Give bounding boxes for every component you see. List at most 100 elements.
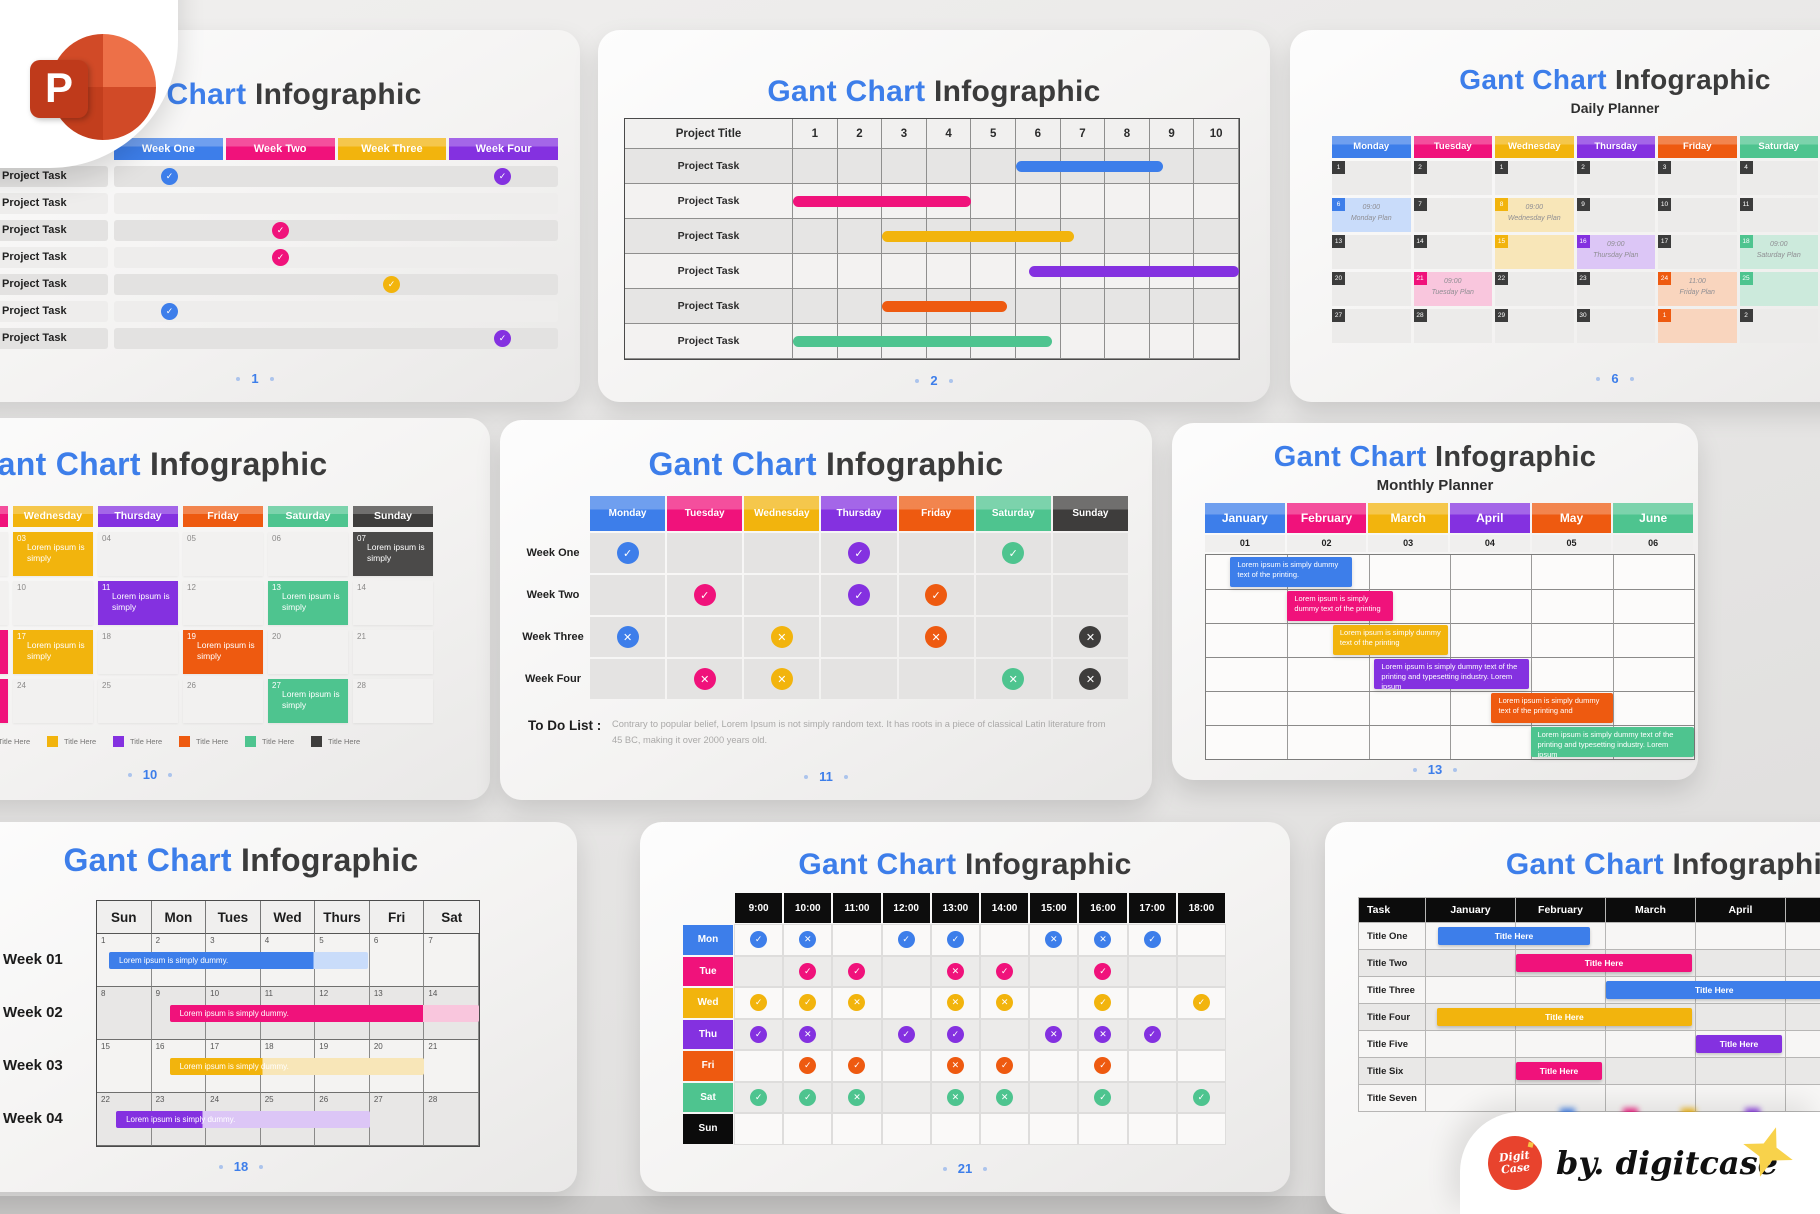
pager-dot xyxy=(843,774,848,779)
corner-header: Project Title xyxy=(625,119,793,149)
column-header: Thurs xyxy=(315,901,370,934)
grid-cell xyxy=(837,254,883,289)
check-icon: ✓ xyxy=(1143,1025,1161,1043)
week-label: Week 04 xyxy=(3,1110,63,1127)
calendar-cell: 03 Lorem ipsum is simply xyxy=(13,532,93,576)
legend-swatch xyxy=(245,736,256,747)
month-number: 06 xyxy=(1613,535,1693,552)
day-row-label: Sat xyxy=(683,1082,733,1112)
matrix-cell: ✓ xyxy=(783,1081,833,1113)
slide-title-accent: Gant Chart xyxy=(648,446,817,482)
time-header: 12:00 xyxy=(882,893,930,923)
pager-dot xyxy=(1596,376,1601,381)
matrix-cell: ✓ xyxy=(832,955,882,987)
slide-title: Gant Chart Infographic xyxy=(1290,64,1820,96)
check-icon: ✓ xyxy=(799,962,817,980)
slide-title-accent: Gant Chart xyxy=(767,75,926,108)
matrix-cell: ✓ xyxy=(1127,924,1177,956)
matrix-cell: ✕ xyxy=(979,987,1030,1019)
task-row-label: Project Task xyxy=(625,219,793,254)
slide-title-rest: Infographic xyxy=(246,78,422,111)
task-label: Title Six xyxy=(1359,1058,1425,1084)
event-text: Lorem ipsum is simply xyxy=(367,542,425,564)
legend-label: Title Here xyxy=(0,737,31,746)
calendar-cell: 05 xyxy=(183,532,263,576)
x-icon: ✕ xyxy=(616,626,639,648)
check-icon: ✓ xyxy=(996,962,1014,980)
x-icon: ✕ xyxy=(693,668,716,690)
x-icon: ✕ xyxy=(770,668,793,690)
day-row-label: Mon xyxy=(683,925,733,955)
page-indicator: 1 xyxy=(0,371,580,386)
gantt-bar: Lorem ipsum is simply dummy text of the … xyxy=(1491,693,1613,723)
matrix-cell: ✓ xyxy=(1127,1018,1177,1050)
partial-calendar-cell xyxy=(0,630,8,674)
task-gantt-table: TaskJanuaryFebruaryMarchAprilMay Title On… xyxy=(1358,897,1820,1112)
matrix-cell xyxy=(1127,955,1177,987)
grid-cell xyxy=(1516,977,1605,1003)
month-header-row: January February March April May June 01 02 03 04… xyxy=(1205,503,1693,552)
check-icon: ✓ xyxy=(750,1088,768,1106)
planner-table: Monday Tuesday Wednesday Thursday Friday Satu… xyxy=(1332,136,1818,343)
event-time: 09:00 xyxy=(1769,241,1788,248)
x-icon: ✕ xyxy=(996,994,1014,1012)
column-header: 9 xyxy=(1149,119,1195,149)
matrix-cell: ✓ xyxy=(1078,987,1128,1019)
grid-cell xyxy=(1786,1085,1820,1111)
x-icon: ✕ xyxy=(1045,931,1063,949)
task-label: Title Seven xyxy=(1359,1085,1425,1111)
calendar-cell: 14 xyxy=(353,581,433,625)
slide-title-accent: Gant Chart xyxy=(1273,441,1427,473)
calendar-cell: 24 xyxy=(13,679,93,723)
matrix-cell: ✕ xyxy=(1052,659,1128,699)
event-time: 09:00 xyxy=(1443,278,1462,285)
slide-subtitle: Monthly Planner xyxy=(1376,477,1494,494)
date-badge: 8 xyxy=(1495,198,1508,211)
legend-swatch xyxy=(113,736,124,747)
matrix-cell xyxy=(979,924,1030,956)
pager-dot xyxy=(269,376,274,381)
slide-2-project-timeline: Gant Chart Infographic Project Title 1 2 3 4… xyxy=(598,30,1270,402)
task-row-track: ✓ xyxy=(114,301,558,322)
slide-title-rest: Infographic xyxy=(140,446,328,482)
gantt-bar: Lorem ipsum is simply dummy text of the … xyxy=(1332,625,1449,655)
time-header: 13:00 xyxy=(931,893,979,923)
slide-4-month-calendar: Gant Chart Infographic WednesdayThursday… xyxy=(0,418,490,800)
check-icon: ✓ xyxy=(161,303,178,320)
gantt-bar: Title Here xyxy=(1516,954,1692,972)
matrix-cell xyxy=(832,1018,882,1050)
event-time: 09:00 xyxy=(1606,241,1625,248)
day-column-header: Thursday xyxy=(98,506,178,527)
date-badge: 4 xyxy=(1739,161,1753,174)
gantt-table: Project Title 1 2 3 4 5 6 7 8 9 10 Project Task Proj… xyxy=(624,118,1240,360)
month-header: April xyxy=(1449,503,1530,533)
task-row-label: Project Task xyxy=(0,220,108,241)
date-badge: 25 xyxy=(1739,272,1753,285)
column-header: 8 xyxy=(1105,119,1150,149)
task-row-track: ✓ xyxy=(114,220,558,241)
date-badge: 15 xyxy=(1495,235,1508,248)
grid-cell xyxy=(1149,289,1195,324)
planner-cell: 9 xyxy=(1576,198,1655,232)
date-badge: 21 xyxy=(1413,272,1427,285)
event-time: 09:00 xyxy=(1362,204,1381,211)
task-label: Title One xyxy=(1359,923,1425,949)
matrix-cell xyxy=(1176,1113,1227,1145)
week-row-label: Week Two xyxy=(526,589,580,601)
date-number: 03 xyxy=(17,534,26,543)
date-badge: 24 xyxy=(1658,272,1671,285)
planner-cell: 17 xyxy=(1658,235,1737,269)
matrix-cell xyxy=(832,924,882,956)
page-number: 6 xyxy=(1611,371,1619,386)
check-icon: ✓ xyxy=(272,249,289,266)
slide-title-rest: Infographic xyxy=(231,842,419,878)
planner-cell: 6 09:00 Monday Plan xyxy=(1332,198,1411,232)
matrix-cell: ✓ xyxy=(930,924,981,956)
pager-dot xyxy=(1629,376,1634,381)
check-icon: ✓ xyxy=(750,994,768,1012)
slide-title-accent: Gant Chart xyxy=(0,446,141,482)
matrix-cell: ✓ xyxy=(733,1018,784,1050)
date-badge: 1 xyxy=(1332,161,1345,174)
calendar-cell: 19 Lorem ipsum is simply xyxy=(183,630,263,674)
grid-cell xyxy=(793,289,838,324)
